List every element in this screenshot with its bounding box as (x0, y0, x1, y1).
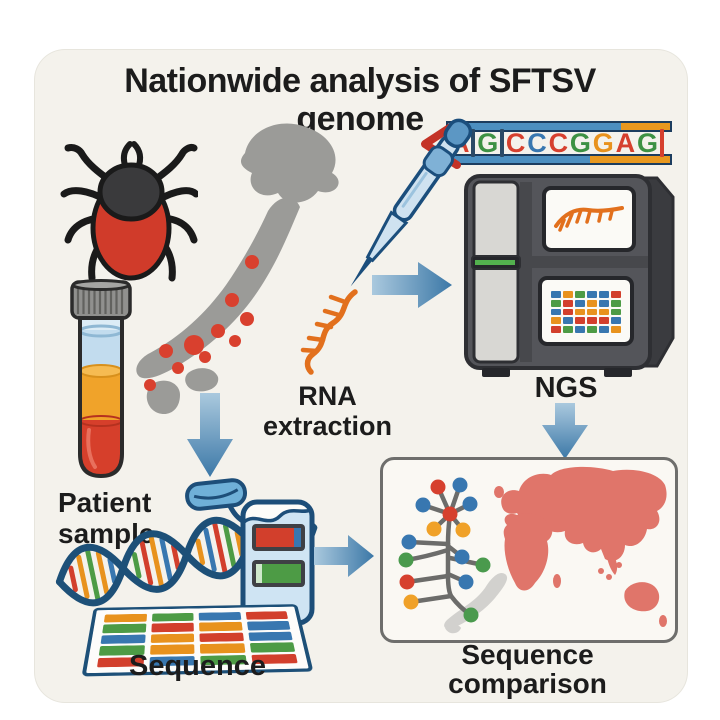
arrow-ngs-to-comparison-icon (538, 403, 592, 461)
grid-cell (575, 309, 585, 316)
grid-cell (611, 326, 621, 333)
grid-cell (599, 326, 609, 333)
grid-cell (151, 623, 194, 632)
grid-cell (599, 300, 609, 307)
grid-cell (587, 300, 597, 307)
arrow-map-to-sequence-icon (183, 393, 237, 479)
ngs-screen-grid (551, 291, 621, 333)
grid-cell (599, 317, 609, 324)
phylogenetic-tree-icon (391, 468, 509, 630)
grid-cell (611, 309, 621, 316)
grid-cell (563, 309, 573, 316)
grid-cell (245, 611, 288, 620)
rna-extraction-label: RNA extraction (240, 381, 415, 441)
grid-cell (611, 291, 621, 298)
grid-cell (199, 632, 243, 642)
grid-cell (563, 291, 573, 298)
grid-cell (587, 291, 597, 298)
grid-cell (563, 300, 573, 307)
grid-cell (611, 317, 621, 324)
grid-cell (101, 634, 146, 644)
grid-cell (199, 622, 242, 631)
grid-cell (587, 309, 597, 316)
tick-icon (60, 138, 198, 296)
grid-cell (551, 300, 561, 307)
grid-cell (575, 300, 585, 307)
grid-cell (587, 326, 597, 333)
rna-strand-icon (303, 292, 355, 372)
sequence-comparison-label: Sequence comparison (420, 640, 635, 699)
grid-cell (150, 633, 194, 643)
sequence-label: Sequence (110, 650, 285, 682)
grid-cell (551, 291, 561, 298)
grid-cell (563, 326, 573, 333)
grid-cell (611, 300, 621, 307)
grid-cell (599, 309, 609, 316)
grid-cell (102, 624, 146, 633)
grid-cell (587, 317, 597, 324)
tick-scutum (100, 165, 162, 219)
grid-cell (247, 621, 291, 630)
grid-cell (575, 326, 585, 333)
blood-tube-icon (62, 278, 140, 486)
grid-cell (248, 632, 293, 642)
grid-cell (551, 317, 561, 324)
arrow-sequence-to-comparison-icon (314, 531, 376, 581)
grid-cell (599, 291, 609, 298)
grid-cell (551, 326, 561, 333)
infographic-sftsv-workflow: Nationwide analysis of SFTSV genome (0, 0, 720, 720)
grid-cell (151, 613, 193, 622)
grid-cell (199, 612, 241, 621)
grid-cell (575, 291, 585, 298)
grid-cell (551, 309, 561, 316)
pipette-icon (295, 112, 675, 382)
grid-cell (104, 614, 147, 623)
sequence-comparison-panel (380, 457, 678, 643)
grid-cell (563, 317, 573, 324)
grid-cell (575, 317, 585, 324)
